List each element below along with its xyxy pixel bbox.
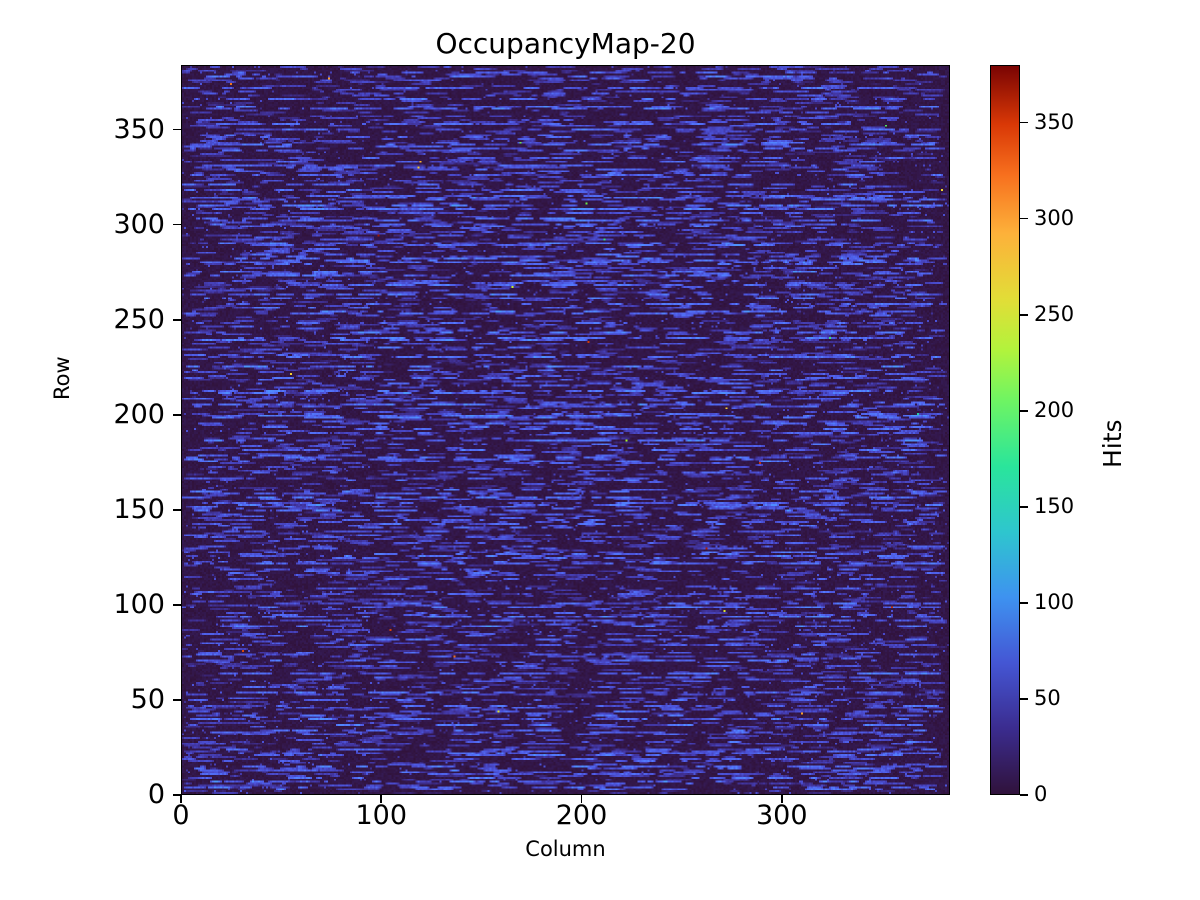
y-tick-mark bbox=[173, 794, 181, 796]
y-tick-mark bbox=[173, 604, 181, 606]
colorbar-tick-label: 100 bbox=[1034, 589, 1075, 614]
colorbar-tick-label: 50 bbox=[1034, 685, 1061, 710]
x-tick-label: 200 bbox=[555, 800, 608, 831]
y-tick-label: 350 bbox=[113, 113, 165, 145]
y-tick-label: 250 bbox=[113, 303, 165, 335]
x-tick-mark bbox=[180, 795, 182, 803]
occupancy-heatmap-image[interactable] bbox=[182, 66, 949, 794]
x-tick-mark bbox=[780, 795, 783, 803]
y-tick-mark bbox=[173, 699, 181, 701]
y-tick-mark bbox=[173, 223, 181, 226]
colorbar-tick-mark bbox=[1020, 121, 1028, 124]
y-tick-label: 50 bbox=[130, 683, 165, 715]
colorbar-label: Hits bbox=[1098, 419, 1127, 468]
colorbar-tick-mark bbox=[1020, 602, 1028, 604]
x-tick-label: 300 bbox=[756, 800, 808, 831]
colorbar-tick-label: 300 bbox=[1034, 205, 1075, 230]
x-tick-mark bbox=[580, 795, 583, 803]
x-tick-mark bbox=[380, 795, 383, 803]
x-axis-label: Column bbox=[525, 837, 606, 861]
page-title: OccupancyMap-20 bbox=[435, 27, 696, 60]
y-tick-label: 150 bbox=[113, 493, 165, 525]
y-tick-label: 200 bbox=[113, 398, 165, 430]
colorbar-tick-label: 350 bbox=[1034, 109, 1075, 134]
y-axis-label: Row bbox=[50, 356, 74, 400]
x-tick-label: 0 bbox=[172, 800, 190, 831]
y-tick-mark bbox=[173, 413, 181, 416]
y-tick-label: 0 bbox=[147, 779, 165, 810]
x-tick-label: 100 bbox=[355, 800, 408, 831]
colorbar-tick-mark bbox=[1020, 409, 1028, 412]
colorbar-gradient bbox=[991, 66, 1019, 794]
colorbar-tick-mark bbox=[1020, 506, 1028, 508]
colorbar-tick-mark bbox=[1020, 217, 1028, 220]
y-tick-mark bbox=[173, 318, 181, 321]
y-tick-label: 300 bbox=[113, 208, 165, 240]
colorbar[interactable] bbox=[990, 65, 1020, 795]
heatmap-plot-area[interactable] bbox=[181, 65, 950, 795]
y-tick-mark bbox=[173, 128, 181, 131]
colorbar-tick-label: 200 bbox=[1034, 397, 1075, 422]
colorbar-tick-label: 0 bbox=[1034, 782, 1048, 806]
colorbar-tick-label: 250 bbox=[1034, 301, 1075, 326]
colorbar-tick-label: 150 bbox=[1034, 493, 1075, 518]
y-tick-mark bbox=[173, 509, 181, 511]
colorbar-tick-mark bbox=[1020, 794, 1028, 796]
colorbar-tick-mark bbox=[1020, 313, 1028, 316]
colorbar-tick-mark bbox=[1020, 698, 1028, 700]
y-tick-label: 100 bbox=[113, 588, 165, 620]
